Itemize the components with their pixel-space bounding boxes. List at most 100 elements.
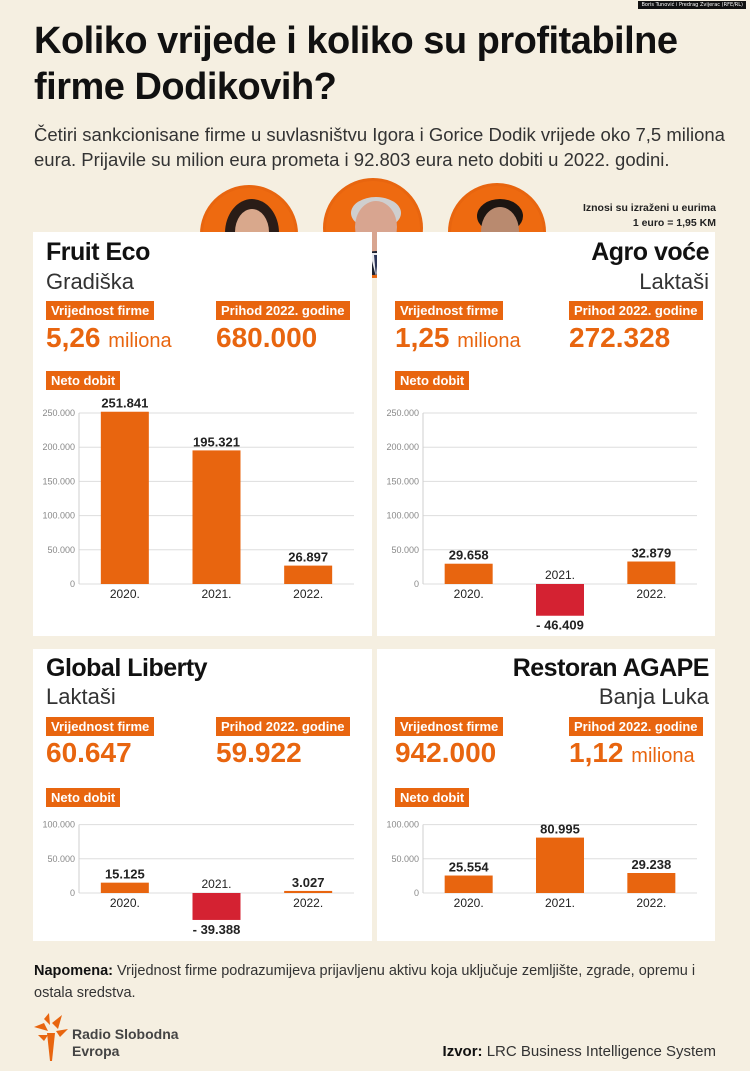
- x-category-label: 2022.: [636, 896, 666, 910]
- firm-name: Fruit Eco: [46, 238, 150, 266]
- y-tick-label: 100.000: [386, 511, 419, 521]
- currency-rate-line: 1 euro = 1,95 KM: [632, 217, 716, 229]
- x-category-label: 2020.: [454, 896, 484, 910]
- firm-name: Global Liberty: [46, 654, 208, 682]
- y-tick-label: 200.000: [386, 442, 419, 452]
- y-tick-label: 0: [70, 579, 75, 589]
- y-tick-label: 250.000: [386, 408, 419, 418]
- firm-revenue: 272.328: [569, 322, 671, 353]
- bar: [627, 873, 676, 893]
- footnote-text: Vrijednost firme podrazumijeva prijavlje…: [34, 963, 696, 1001]
- bar-value-label: 29.658: [449, 548, 489, 563]
- firm-revenue-unit: miliona: [631, 745, 695, 767]
- x-category-label: 2021.: [545, 896, 575, 910]
- bar: [536, 837, 584, 893]
- firm-value: 942.000: [395, 737, 497, 768]
- bar-value-label: 15.125: [105, 867, 145, 882]
- bar-value-label: 29.238: [631, 857, 671, 872]
- logo-line-2: Evropa: [72, 1043, 120, 1059]
- bar-value-label: 195.321: [193, 434, 240, 449]
- bar: [284, 565, 333, 584]
- bar-value-label: - 39.388: [193, 922, 241, 937]
- firm-value: 1,25 miliona: [395, 322, 521, 354]
- source-text: LRC Business Intelligence System: [486, 1043, 716, 1060]
- firm-revenue: 1,12 miliona: [569, 737, 695, 769]
- x-category-label: 2021.: [201, 587, 231, 601]
- firm-city: Gradiška: [46, 269, 135, 294]
- revenue-badge: Prihod 2022. godine: [216, 301, 350, 320]
- firm-value: 5,26 miliona: [46, 322, 172, 354]
- firm-revenue: 59.922: [216, 737, 302, 768]
- revenue-badge: Prihod 2022. godine: [216, 717, 350, 736]
- bar-value-label: 3.027: [292, 875, 325, 890]
- page-subtitle: Četiri sankcionisane firme u suvlasništv…: [34, 124, 725, 170]
- firm-value-number: 5,26: [46, 322, 101, 353]
- firm-revenue: 680.000: [216, 322, 318, 353]
- bar: [284, 890, 333, 893]
- rfe-logo-text: Radio Slobodna Evropa: [72, 1026, 179, 1060]
- y-tick-label: 250.000: [42, 408, 75, 418]
- currency-note-line: Iznosi su izraženi u eurima: [582, 202, 716, 214]
- value-badge: Vrijednost firme: [46, 301, 155, 320]
- profit-chart-fruit-eco: 0 50.000 100.000 150.000 200.000 250.000 251.8…: [42, 396, 354, 601]
- firm-name: Agro voće: [591, 238, 709, 266]
- bar-value-label: - 46.409: [536, 618, 584, 633]
- bar: [100, 882, 149, 893]
- x-category-label: 2020.: [110, 896, 140, 910]
- y-tick-label: 50.000: [47, 854, 75, 864]
- x-category-label: 2020.: [110, 587, 140, 601]
- firm-value-unit: miliona: [457, 330, 521, 352]
- logo-line-1: Radio Slobodna: [72, 1026, 179, 1042]
- footnote-label: Napomena:: [34, 963, 113, 979]
- firm-panel-restoran-agape: Restoran AGAPE Banja Luka Vrijednost fir…: [377, 649, 715, 941]
- bar-value-label: 32.879: [631, 546, 671, 561]
- profit-chart-restoran-agape: 0 50.000 100.000 25.554 2020. 80.995 2021. 29.2…: [386, 820, 697, 910]
- firm-city: Laktaši: [46, 684, 116, 709]
- x-category-label: 2022.: [293, 587, 323, 601]
- author-credit: Boris Tunović i Predrag Zvijerac (RFE/RL…: [638, 1, 746, 9]
- revenue-badge: Prihod 2022. godine: [569, 301, 703, 320]
- y-tick-label: 150.000: [42, 476, 75, 486]
- firm-value-unit: miliona: [108, 330, 172, 352]
- y-tick-label: 200.000: [42, 442, 75, 452]
- bar: [444, 875, 493, 893]
- y-tick-label: 50.000: [391, 854, 419, 864]
- bar: [444, 563, 493, 584]
- bar-value-label: 25.554: [449, 860, 490, 875]
- revenue-badge: Prihod 2022. godine: [569, 717, 703, 736]
- firm-panel-agro-voce: Agro voće Laktaši Vrijednost firme Priho…: [377, 232, 715, 636]
- y-tick-label: 150.000: [386, 476, 419, 486]
- bar: [192, 893, 241, 920]
- bar-value-label: 80.995: [540, 822, 580, 837]
- x-category-label: 2021.: [201, 877, 231, 891]
- bar: [192, 450, 241, 584]
- bar: [100, 411, 149, 584]
- value-badge: Vrijednost firme: [46, 717, 155, 736]
- bar-value-label: 26.897: [288, 550, 328, 565]
- profit-badge: Neto dobit: [395, 371, 470, 390]
- bar-value-label: 251.841: [101, 396, 148, 411]
- y-tick-label: 0: [414, 888, 419, 898]
- y-tick-label: 0: [70, 888, 75, 898]
- firm-value-number: 1,25: [395, 322, 450, 353]
- footnote: Napomena: Vrijednost firme podrazumijeva…: [34, 960, 724, 1004]
- y-tick-label: 100.000: [386, 820, 419, 830]
- value-badge: Vrijednost firme: [395, 301, 504, 320]
- firm-value: 60.647: [46, 737, 132, 768]
- profit-badge: Neto dobit: [46, 788, 121, 807]
- bar: [627, 561, 676, 584]
- profit-chart-global-liberty: 0 50.000 100.000 15.125 2020. - 39.388 2021. 3.…: [42, 820, 354, 937]
- y-tick-label: 50.000: [47, 545, 75, 555]
- value-badge: Vrijednost firme: [395, 717, 504, 736]
- firm-city: Banja Luka: [598, 684, 709, 709]
- firm-revenue-number: 1,12: [569, 737, 624, 768]
- profit-badge: Neto dobit: [395, 788, 470, 807]
- y-tick-label: 100.000: [42, 511, 75, 521]
- firm-panel-global-liberty: Global Liberty Laktaši Vrijednost firme …: [33, 649, 372, 941]
- y-tick-label: 0: [414, 579, 419, 589]
- x-category-label: 2021.: [545, 568, 575, 582]
- bar: [536, 584, 584, 616]
- x-category-label: 2022.: [293, 896, 323, 910]
- y-tick-label: 50.000: [391, 545, 419, 555]
- source-label: Izvor:: [442, 1043, 483, 1060]
